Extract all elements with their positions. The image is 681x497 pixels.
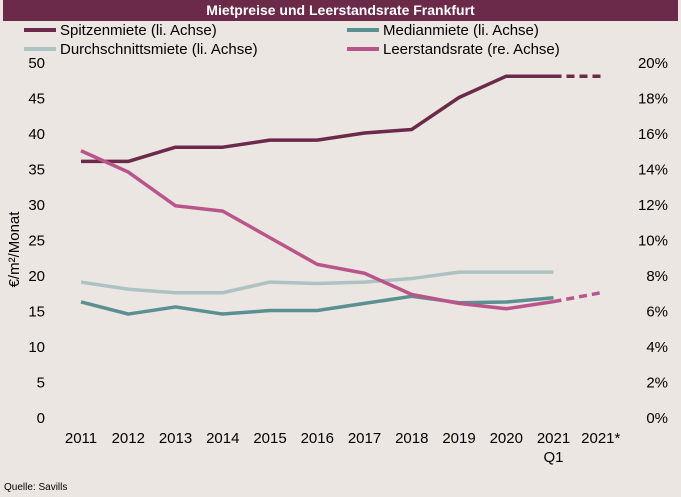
- x-tick-label: 2011: [65, 430, 97, 447]
- y-tick-label: 15: [28, 304, 45, 321]
- x-tick-label: 2021: [537, 430, 570, 447]
- legend-label: Durchschnittsmiete (li. Achse): [60, 41, 258, 58]
- x-tick-label: 2018: [395, 430, 428, 447]
- y2-tick-label: 0%: [646, 410, 668, 427]
- y-tick-label: 0: [37, 410, 45, 427]
- y2-tick-label: 8%: [646, 268, 668, 285]
- x-tick-label: 2015: [253, 430, 286, 447]
- x-tick-label: 2021*: [581, 430, 620, 447]
- x-tick-label: Q1: [543, 449, 563, 466]
- y2-tick-label: 2%: [646, 375, 668, 392]
- x-tick-label: 2012: [112, 430, 145, 447]
- series-forecast-line-3: [553, 291, 602, 304]
- legend-label: Medianmiete (li. Achse): [383, 22, 539, 39]
- source-note: Quelle: Savills: [4, 482, 68, 493]
- y-tick-label: 5: [37, 375, 45, 392]
- y-tick-label: 20: [28, 268, 45, 285]
- y-tick-label: 25: [28, 233, 45, 250]
- y-tick-label: 40: [28, 126, 45, 143]
- x-tick-label: 2013: [159, 430, 192, 447]
- y-tick-label: 35: [28, 162, 45, 179]
- chart-title: Mietpreise und Leerstandsrate Frankfurt: [3, 0, 678, 21]
- y-tick-label: 50: [28, 55, 45, 72]
- y2-tick-label: 6%: [646, 304, 668, 321]
- series-line-2: [80, 270, 554, 295]
- y2-tick-label: 4%: [646, 339, 668, 356]
- y2-tick-label: 20%: [638, 55, 668, 72]
- y2-tick-label: 16%: [638, 126, 668, 143]
- y2-tick-label: 18%: [638, 91, 668, 108]
- y-tick-label: 30: [28, 197, 45, 214]
- x-tick-label: 2019: [442, 430, 475, 447]
- legend-label: Spitzenmiete (li. Achse): [60, 22, 217, 39]
- y2-tick-label: 10%: [638, 233, 668, 250]
- y-axis-label: €/m²/Monat: [6, 211, 23, 288]
- x-tick-label: 2016: [301, 430, 334, 447]
- x-tick-label: 2020: [490, 430, 523, 447]
- x-tick-label: 2017: [348, 430, 381, 447]
- legend-label: Leerstandsrate (re. Achse): [383, 41, 560, 58]
- y2-tick-label: 14%: [638, 162, 668, 179]
- x-tick-label: 2014: [206, 430, 239, 447]
- y-tick-label: 10: [28, 339, 45, 356]
- y-tick-label: 45: [28, 91, 45, 108]
- y2-tick-label: 12%: [638, 197, 668, 214]
- series-line-0: [81, 74, 554, 164]
